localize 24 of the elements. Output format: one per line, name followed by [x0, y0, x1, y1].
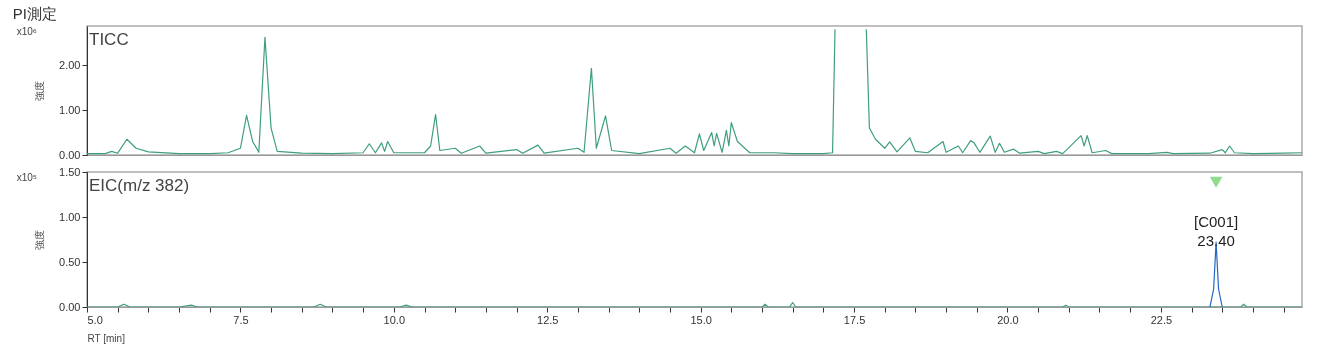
y-tick-label: 1.00 [59, 103, 81, 116]
x-axis-title: RT [min] [87, 332, 126, 344]
x-tick-label: 17.5 [843, 313, 866, 326]
y-tick-label: 1.00 [59, 210, 81, 223]
x-tick-label: 12.5 [537, 313, 559, 326]
y-tick-label: 0.00 [59, 148, 81, 161]
text: x10⁶ [16, 26, 37, 37]
y-tick-label: 1.50 [59, 165, 81, 178]
y-axis-title: 強度 [34, 230, 46, 250]
y-axis-title: 強度 [34, 81, 46, 101]
x-tick-label: 15.0 [690, 313, 712, 326]
text: x10⁵ [16, 172, 37, 183]
y-tick-label: 0.00 [59, 300, 81, 313]
annotation: TICC [89, 30, 129, 49]
x-tick-label: 10.0 [383, 313, 406, 326]
annotation: [C001] 23.40 [1193, 213, 1239, 250]
x-tick-label: 7.5 [233, 313, 249, 326]
x-tick-label: 20.0 [997, 313, 1019, 326]
y-tick-label: 2.00 [59, 58, 81, 71]
x-tick-label: 5.0 [87, 313, 103, 326]
x-tick-label: 22.5 [1150, 313, 1173, 326]
annotation: EIC(m/z 382) [89, 176, 190, 195]
y-tick-label: 0.50 [59, 255, 81, 268]
chart-title: PI測定 [12, 5, 57, 22]
